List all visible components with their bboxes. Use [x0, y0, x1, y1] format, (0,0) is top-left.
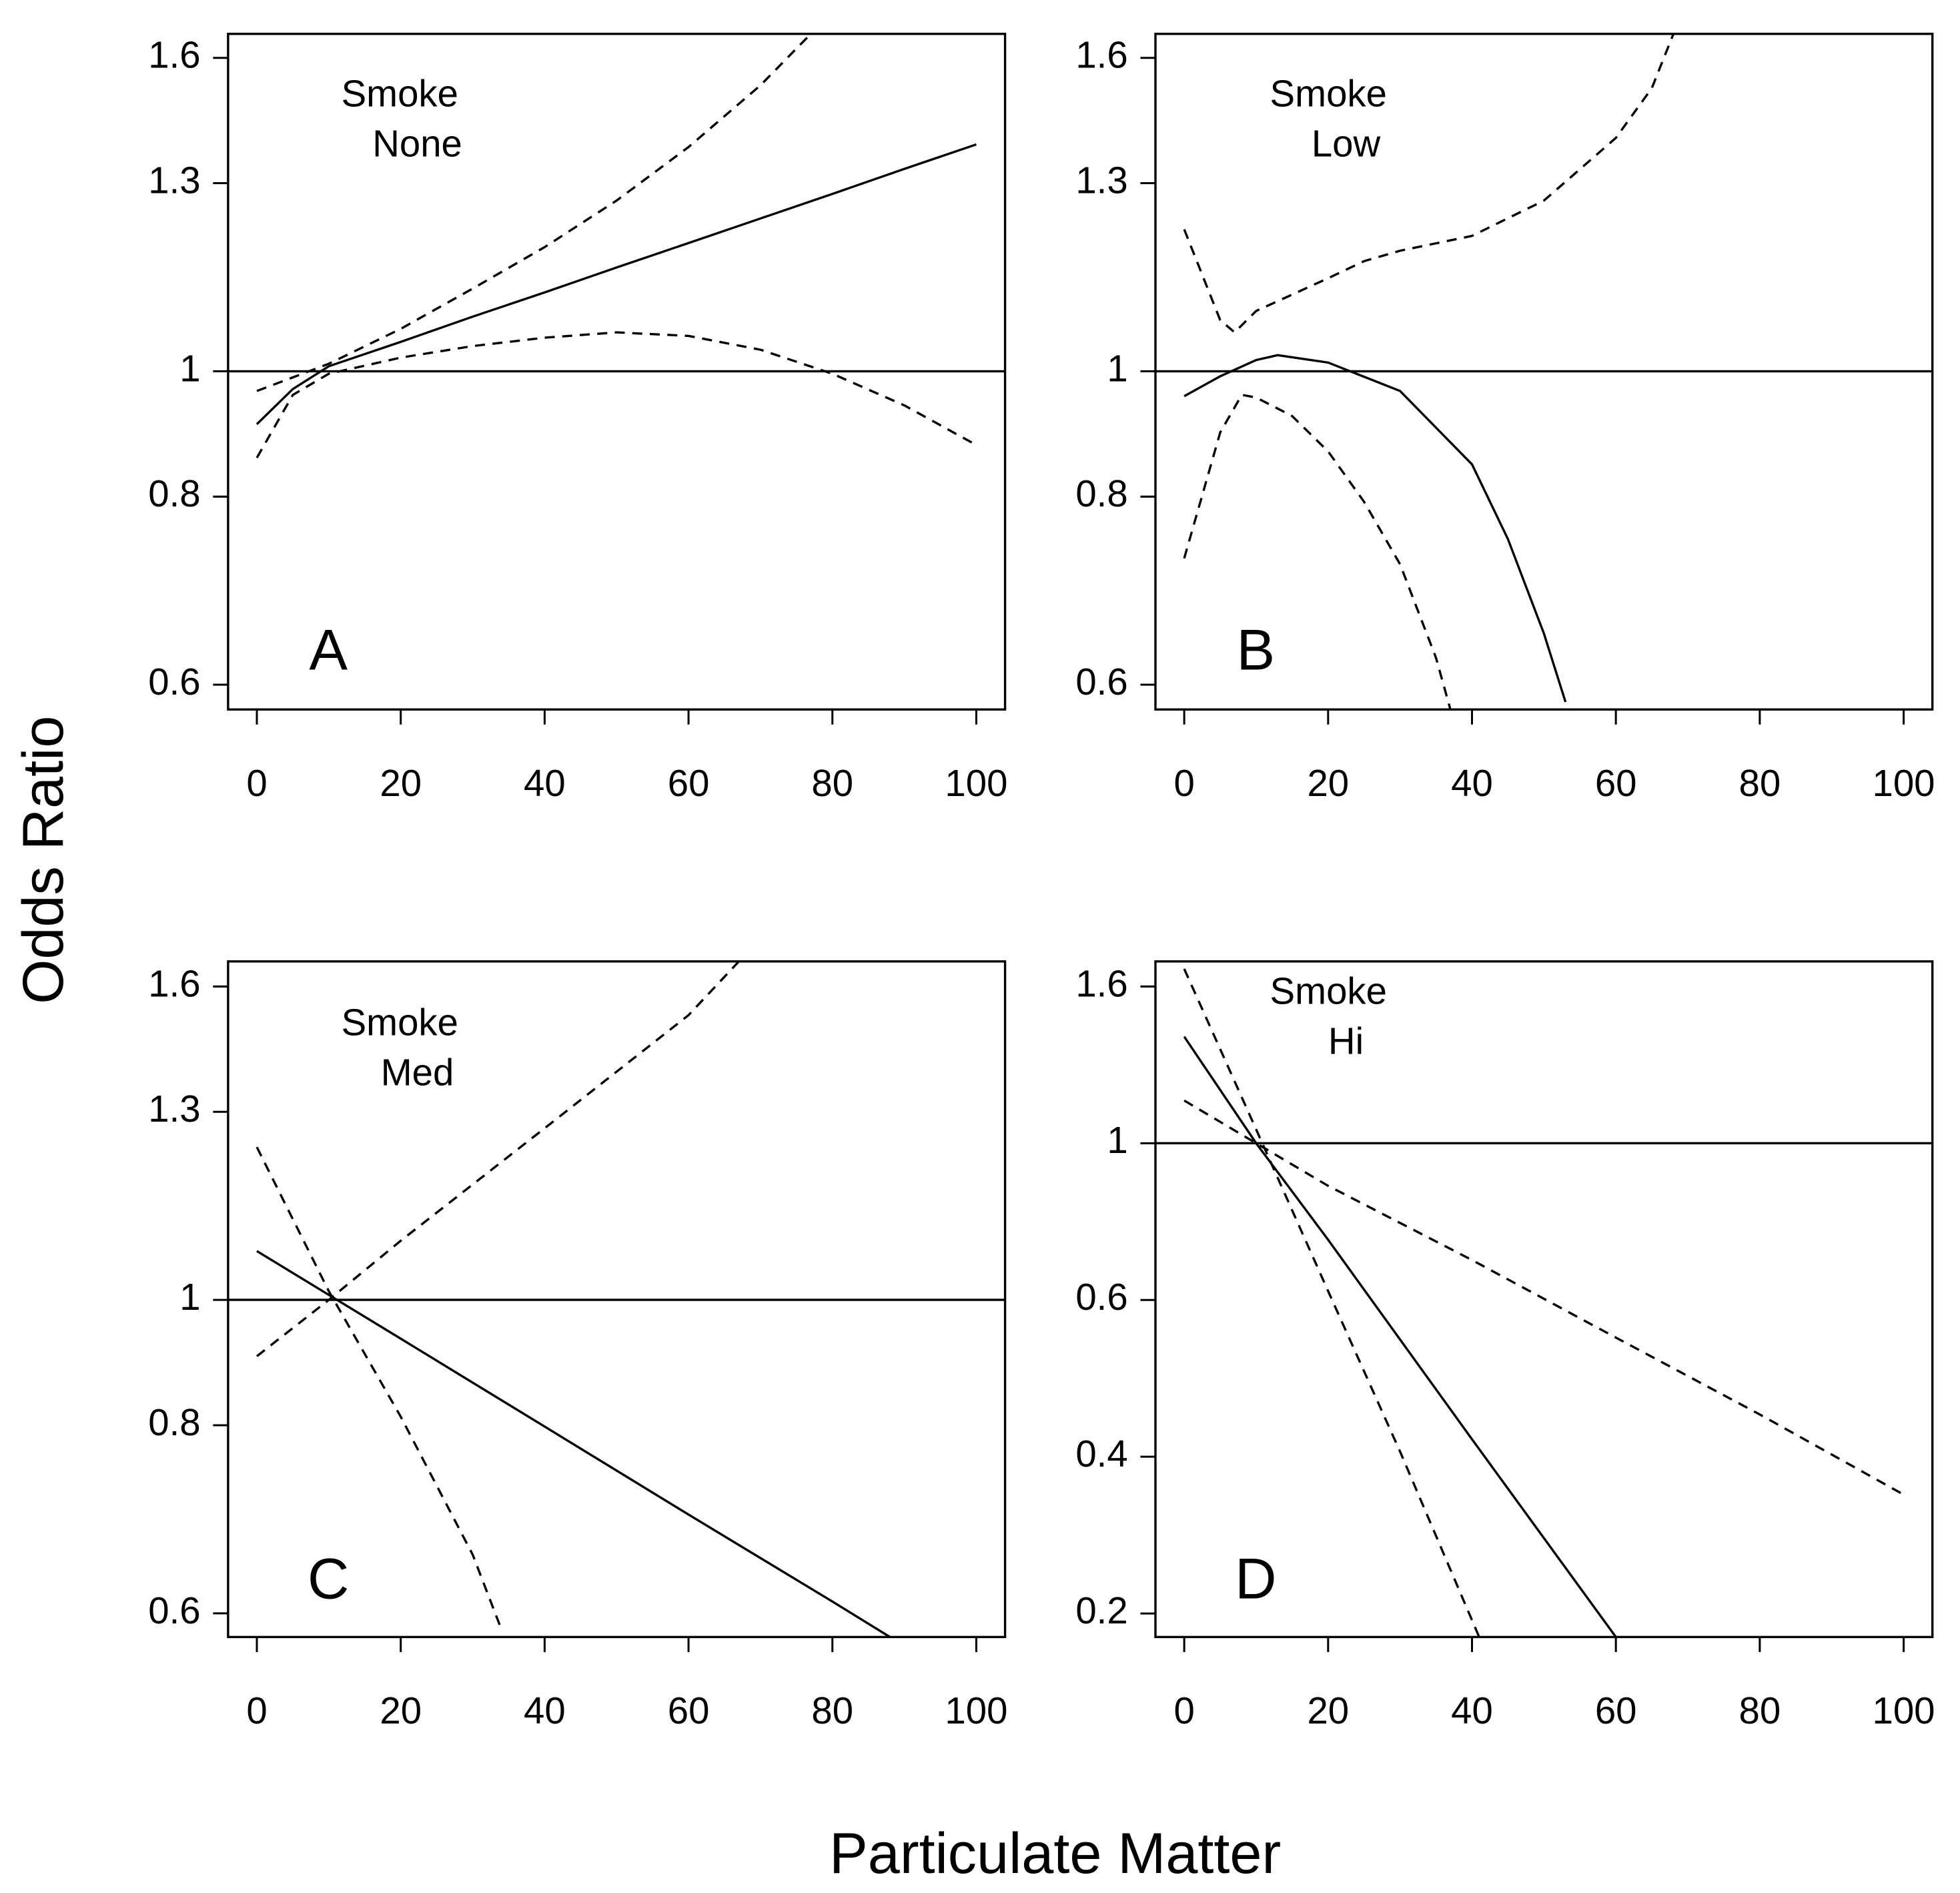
panel: 0.6 0.8 1 1.3 1.6 0 20 40 60 80 100 Smoke Med C — [148, 960, 1007, 1732]
panel-label: B — [1236, 618, 1275, 682]
y-tick-label: 0.8 — [1075, 472, 1127, 514]
curve — [256, 1146, 503, 1630]
curve — [1183, 393, 1452, 710]
x-tick-label: 40 — [524, 1689, 566, 1732]
y-tick-label: 0.2 — [1075, 1589, 1127, 1631]
curve — [256, 961, 740, 1357]
y-tick-label: 0.8 — [148, 472, 200, 514]
x-tick-label: 80 — [811, 762, 853, 804]
curve — [256, 331, 977, 458]
panel: 0.6 0.8 1 1.3 1.6 0 20 40 60 80 100 Smoke Low B — [1075, 33, 1935, 804]
x-tick-label: 40 — [1451, 762, 1493, 804]
panel-label: C — [308, 1547, 349, 1611]
x-tick-label: 100 — [1873, 762, 1935, 804]
y-tick-label: 1.6 — [148, 34, 200, 76]
x-tick-label: 100 — [945, 762, 1007, 804]
y-tick-label: 1.3 — [1075, 159, 1127, 201]
x-tick-label: 100 — [945, 1689, 1007, 1732]
x-tick-label: 40 — [524, 762, 566, 804]
y-tick-label: 0.6 — [1075, 1276, 1127, 1318]
y-tick-label: 1.6 — [1075, 34, 1127, 76]
panel-label: D — [1235, 1547, 1276, 1611]
x-tick-label: 60 — [1595, 1689, 1637, 1732]
x-tick-label: 100 — [1873, 1689, 1935, 1732]
y-axis-title: Odds Ratio — [11, 716, 75, 1004]
plot-frame — [227, 960, 1007, 1639]
x-tick-label: 20 — [380, 762, 422, 804]
x-tick-label: 0 — [1173, 762, 1194, 804]
y-tick-label: 0.8 — [148, 1401, 200, 1443]
y-tick-label: 0.6 — [148, 1589, 200, 1631]
curve — [256, 33, 812, 392]
y-tick-label: 1.3 — [148, 1088, 200, 1130]
y-tick-label: 1 — [179, 347, 200, 389]
curve — [1183, 1036, 1617, 1637]
annotation: Smoke — [1270, 970, 1387, 1012]
series-group — [1183, 968, 1905, 1637]
y-tick-label: 1 — [1107, 347, 1127, 389]
curve — [1183, 1099, 1905, 1496]
curve — [256, 143, 977, 425]
x-tick-label: 20 — [380, 1689, 422, 1732]
panel: 0.6 0.8 1 1.3 1.6 0 20 40 60 80 100 Smoke None A — [148, 33, 1007, 804]
panel: 0.2 0.4 0.6 1 1.6 0 20 40 60 80 100 Smoke Hi D — [1075, 960, 1935, 1732]
y-tick-label: 1 — [179, 1276, 200, 1318]
series-group — [256, 961, 891, 1637]
x-tick-label: 80 — [811, 1689, 853, 1732]
x-tick-label: 20 — [1307, 1689, 1349, 1732]
curve — [1183, 354, 1567, 703]
x-tick-label: 0 — [246, 1689, 267, 1732]
annotation: Hi — [1328, 1020, 1364, 1062]
x-axis-title: Particulate Matter — [829, 1822, 1281, 1886]
annotation: Med — [381, 1052, 454, 1094]
x-tick-label: 60 — [668, 762, 710, 804]
plot-frame — [1154, 960, 1934, 1639]
x-tick-label: 20 — [1307, 762, 1349, 804]
y-tick-label: 1.3 — [148, 159, 200, 201]
x-tick-label: 80 — [1739, 1689, 1781, 1732]
x-tick-label: 80 — [1739, 762, 1781, 804]
curve — [1183, 968, 1480, 1637]
y-tick-label: 0.6 — [1075, 661, 1127, 703]
annotation: Low — [1312, 123, 1381, 165]
annotation: None — [372, 123, 462, 165]
annotation: Smoke — [1270, 73, 1387, 115]
annotation: Smoke — [342, 1002, 458, 1044]
y-tick-label: 1 — [1107, 1119, 1127, 1161]
x-tick-label: 60 — [1595, 762, 1637, 804]
plot-frame — [227, 33, 1007, 711]
plot-frame — [1154, 33, 1934, 711]
y-tick-label: 1.6 — [1075, 962, 1127, 1004]
x-tick-label: 40 — [1451, 1689, 1493, 1732]
panel-label: A — [309, 618, 348, 682]
curve — [256, 1250, 891, 1637]
x-tick-label: 0 — [246, 762, 267, 804]
y-tick-label: 1.6 — [148, 962, 200, 1004]
series-group — [256, 33, 977, 458]
x-tick-label: 60 — [668, 1689, 710, 1732]
annotation: Smoke — [342, 73, 458, 115]
x-tick-label: 0 — [1173, 1689, 1194, 1732]
y-tick-label: 0.4 — [1075, 1433, 1127, 1475]
series-group — [1183, 33, 1675, 710]
curve — [1183, 33, 1675, 334]
y-tick-label: 0.6 — [148, 661, 200, 703]
